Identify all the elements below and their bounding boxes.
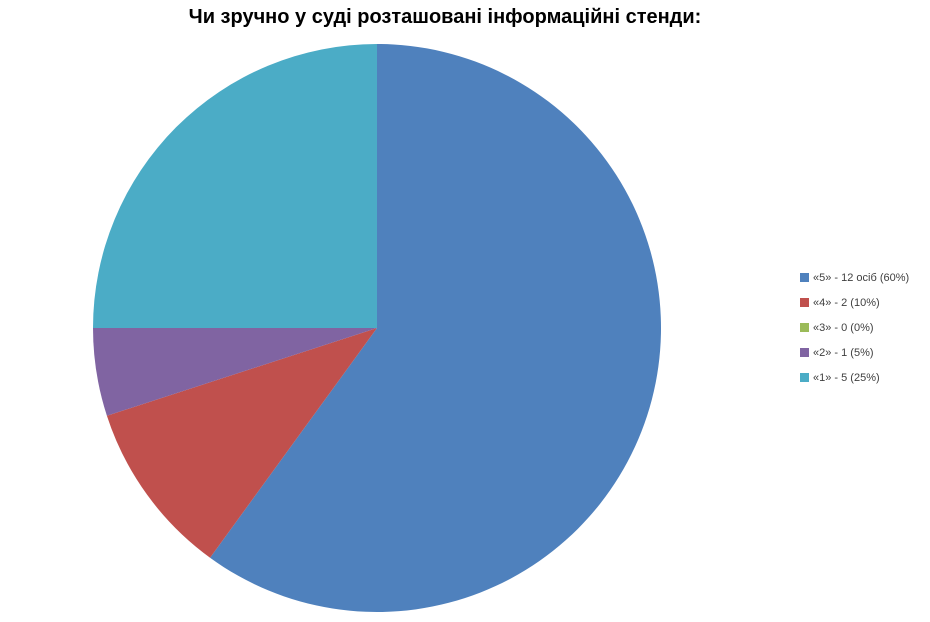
legend-item: «5» - 12 осіб (60%) (800, 265, 909, 290)
legend-marker-icon (800, 323, 809, 332)
pie-slice-1 (93, 44, 377, 328)
legend-marker-icon (800, 298, 809, 307)
legend-label: «4» - 2 (10%) (813, 296, 880, 309)
pie-slice-4 (106, 328, 378, 558)
chart-title: Чи зручно у суді розташовані інформаційн… (188, 6, 702, 28)
legend-label: «2» - 1 (5%) (813, 346, 874, 359)
legend-marker-icon (800, 273, 809, 282)
pie-slice-5 (210, 44, 662, 612)
legend-label: «1» - 5 (25%) (813, 371, 880, 384)
legend-label: «3» - 0 (0%) (813, 321, 874, 334)
legend-marker-icon (800, 348, 809, 357)
legend-label: «5» - 12 осіб (60%) (813, 271, 910, 284)
legend-item: «2» - 1 (5%) (800, 340, 909, 365)
legend-item: «1» - 5 (25%) (800, 365, 909, 390)
legend-item: «4» - 2 (10%) (800, 290, 909, 315)
pie-slices (93, 44, 662, 612)
legend-item: «3» - 0 (0%) (800, 315, 909, 340)
pie-slice-2 (93, 328, 377, 416)
legend-marker-icon (800, 373, 809, 382)
legend: «5» - 12 осіб (60%) «4» - 2 (10%) «3» - 0 … (800, 265, 909, 390)
